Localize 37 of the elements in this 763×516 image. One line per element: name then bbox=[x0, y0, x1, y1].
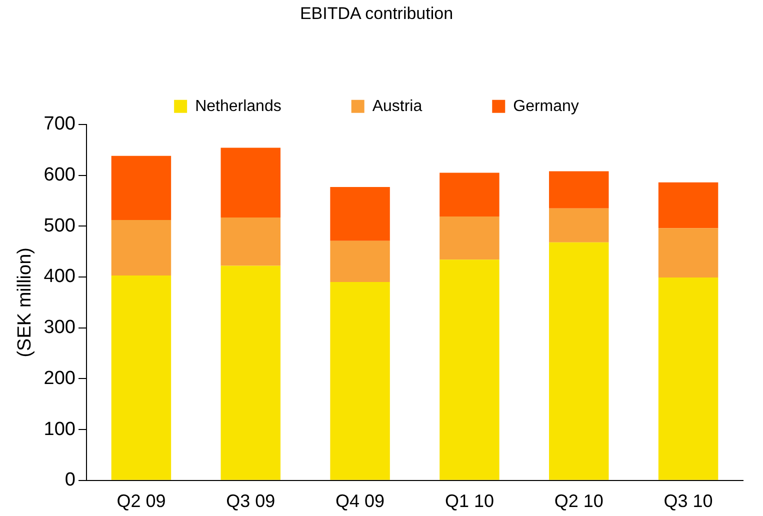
y-tick-label: 200 bbox=[44, 368, 76, 389]
x-tick-label: Q1 10 bbox=[444, 491, 494, 512]
bar bbox=[330, 282, 390, 480]
bar bbox=[658, 228, 718, 278]
bar bbox=[111, 156, 172, 220]
y-tick-label: 400 bbox=[44, 266, 76, 288]
bar bbox=[440, 216, 500, 260]
y-tick-label: 100 bbox=[44, 418, 76, 440]
bar bbox=[549, 208, 609, 242]
x-tick-label: Q2 09 bbox=[116, 491, 166, 512]
bar bbox=[220, 217, 280, 266]
bar bbox=[330, 240, 390, 282]
bar bbox=[220, 266, 280, 480]
y-tick-label: 600 bbox=[44, 164, 76, 186]
bar bbox=[549, 171, 609, 208]
bar bbox=[111, 220, 172, 276]
chart-title: EBITDA contribution bbox=[300, 4, 454, 23]
bar bbox=[220, 148, 280, 218]
x-tick-label: Q3 10 bbox=[664, 491, 713, 512]
bar bbox=[549, 242, 609, 480]
x-tick-label: Q2 10 bbox=[554, 491, 604, 512]
legend-label: Netherlands bbox=[195, 98, 282, 115]
bar bbox=[111, 275, 172, 480]
bar bbox=[440, 172, 500, 216]
x-tick-label: Q3 09 bbox=[226, 491, 276, 512]
bar bbox=[330, 186, 390, 241]
y-tick-label: 0 bbox=[64, 470, 76, 491]
bar bbox=[658, 182, 718, 228]
y-axis-title: (SEK million) bbox=[14, 247, 36, 358]
bar bbox=[658, 277, 718, 480]
y-tick-label: 300 bbox=[44, 317, 76, 338]
y-tick-label: 500 bbox=[44, 215, 76, 236]
bar bbox=[440, 260, 500, 480]
legend-label: Germany bbox=[513, 98, 579, 115]
legend-label: Austria bbox=[372, 98, 422, 115]
x-tick-label: Q4 09 bbox=[336, 491, 385, 512]
y-tick-label: 700 bbox=[44, 114, 76, 135]
